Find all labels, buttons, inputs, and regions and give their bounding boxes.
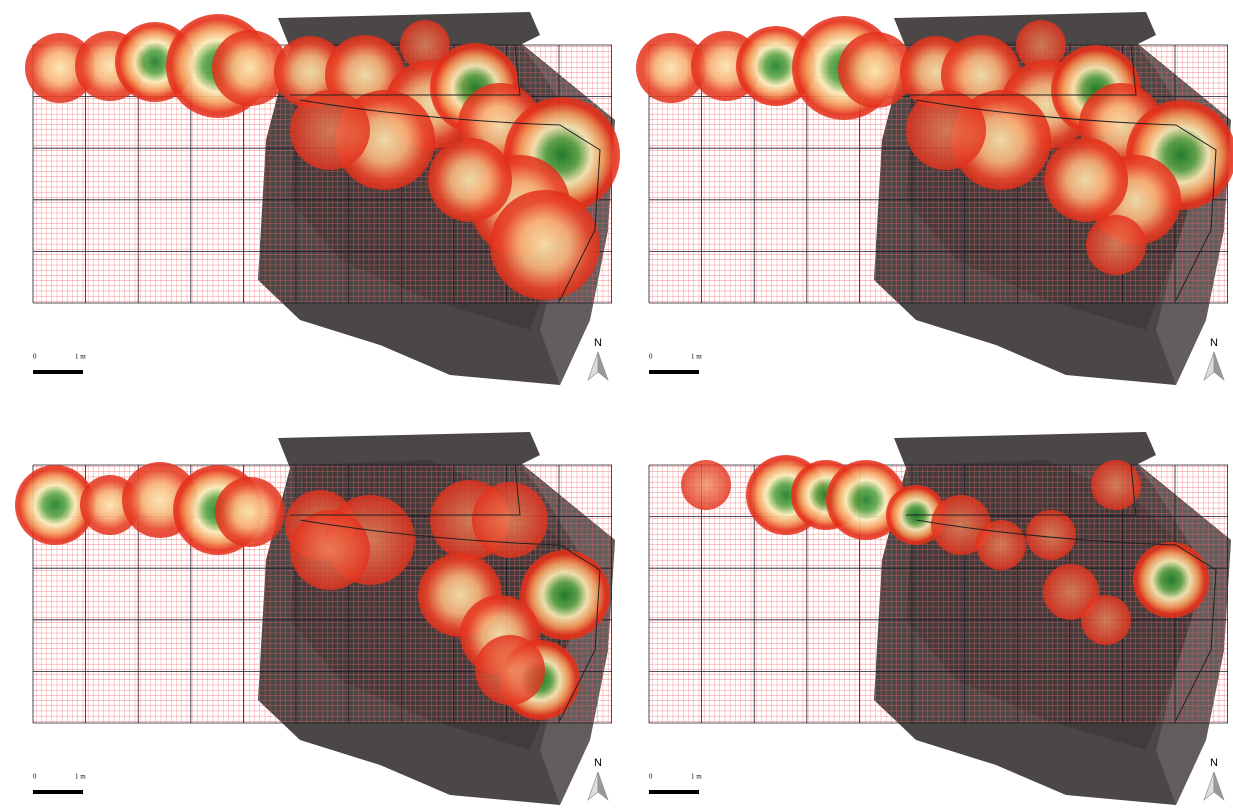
north-arrow <box>1203 771 1215 801</box>
map-panel: 0 1 m N <box>648 432 1231 805</box>
north-arrow <box>1213 771 1225 801</box>
heat-blob <box>1026 510 1076 560</box>
heat-blob <box>290 510 370 590</box>
trench-outline <box>906 44 1217 301</box>
heat-blob <box>212 30 288 106</box>
heat-blob <box>826 460 906 540</box>
scale-end: 1 m <box>75 773 86 781</box>
scale-bar <box>33 790 83 794</box>
heat-blob <box>490 190 600 300</box>
heat-blob <box>15 465 95 545</box>
north-arrow <box>587 351 599 381</box>
scale-start: 0 <box>33 773 37 781</box>
north-arrow <box>1203 351 1215 381</box>
heat-blob <box>838 32 914 108</box>
heat-blob <box>636 33 706 103</box>
heat-blob <box>681 460 731 510</box>
map-panel: 0 1 m N <box>25 12 620 385</box>
scale-end: 1 m <box>691 773 702 781</box>
heat-blob <box>400 20 450 70</box>
heat-blob <box>472 482 548 558</box>
scale-bar <box>649 790 699 794</box>
heat-blob <box>215 477 285 547</box>
north-label: N <box>1210 337 1218 349</box>
scale-bar <box>649 370 699 374</box>
scale-start: 0 <box>649 353 653 361</box>
north-arrow <box>587 771 599 801</box>
north-label: N <box>1210 757 1218 769</box>
north-arrow <box>1213 351 1225 381</box>
heat-blob <box>1086 215 1146 275</box>
heat-blob <box>1044 138 1128 222</box>
scale-start: 0 <box>649 773 653 781</box>
north-label: N <box>594 337 602 349</box>
map-panel: 0 1 m N <box>15 432 615 805</box>
scale-end: 1 m <box>75 353 86 361</box>
heat-blob <box>976 520 1026 570</box>
heat-blob <box>1016 20 1066 70</box>
heat-blob <box>1081 595 1131 645</box>
heat-blob <box>520 550 610 640</box>
north-arrow <box>597 771 609 801</box>
heat-blob <box>1043 564 1099 620</box>
heat-blob <box>25 33 95 103</box>
heat-blob <box>931 495 991 555</box>
heat-blob <box>428 138 512 222</box>
heat-blob <box>1133 542 1209 618</box>
heat-blob <box>906 90 986 170</box>
heat-blob <box>290 90 370 170</box>
trench-outline <box>290 44 601 301</box>
trench-outline <box>906 464 1217 721</box>
scale-bar <box>33 370 83 374</box>
scale-start: 0 <box>33 353 37 361</box>
scale-end: 1 m <box>691 353 702 361</box>
heat-blob <box>475 635 545 705</box>
map-panel: 0 1 m N <box>636 12 1233 385</box>
north-arrow <box>597 351 609 381</box>
north-label: N <box>594 757 602 769</box>
trench-outline <box>290 464 601 721</box>
heat-blob <box>1091 460 1141 510</box>
